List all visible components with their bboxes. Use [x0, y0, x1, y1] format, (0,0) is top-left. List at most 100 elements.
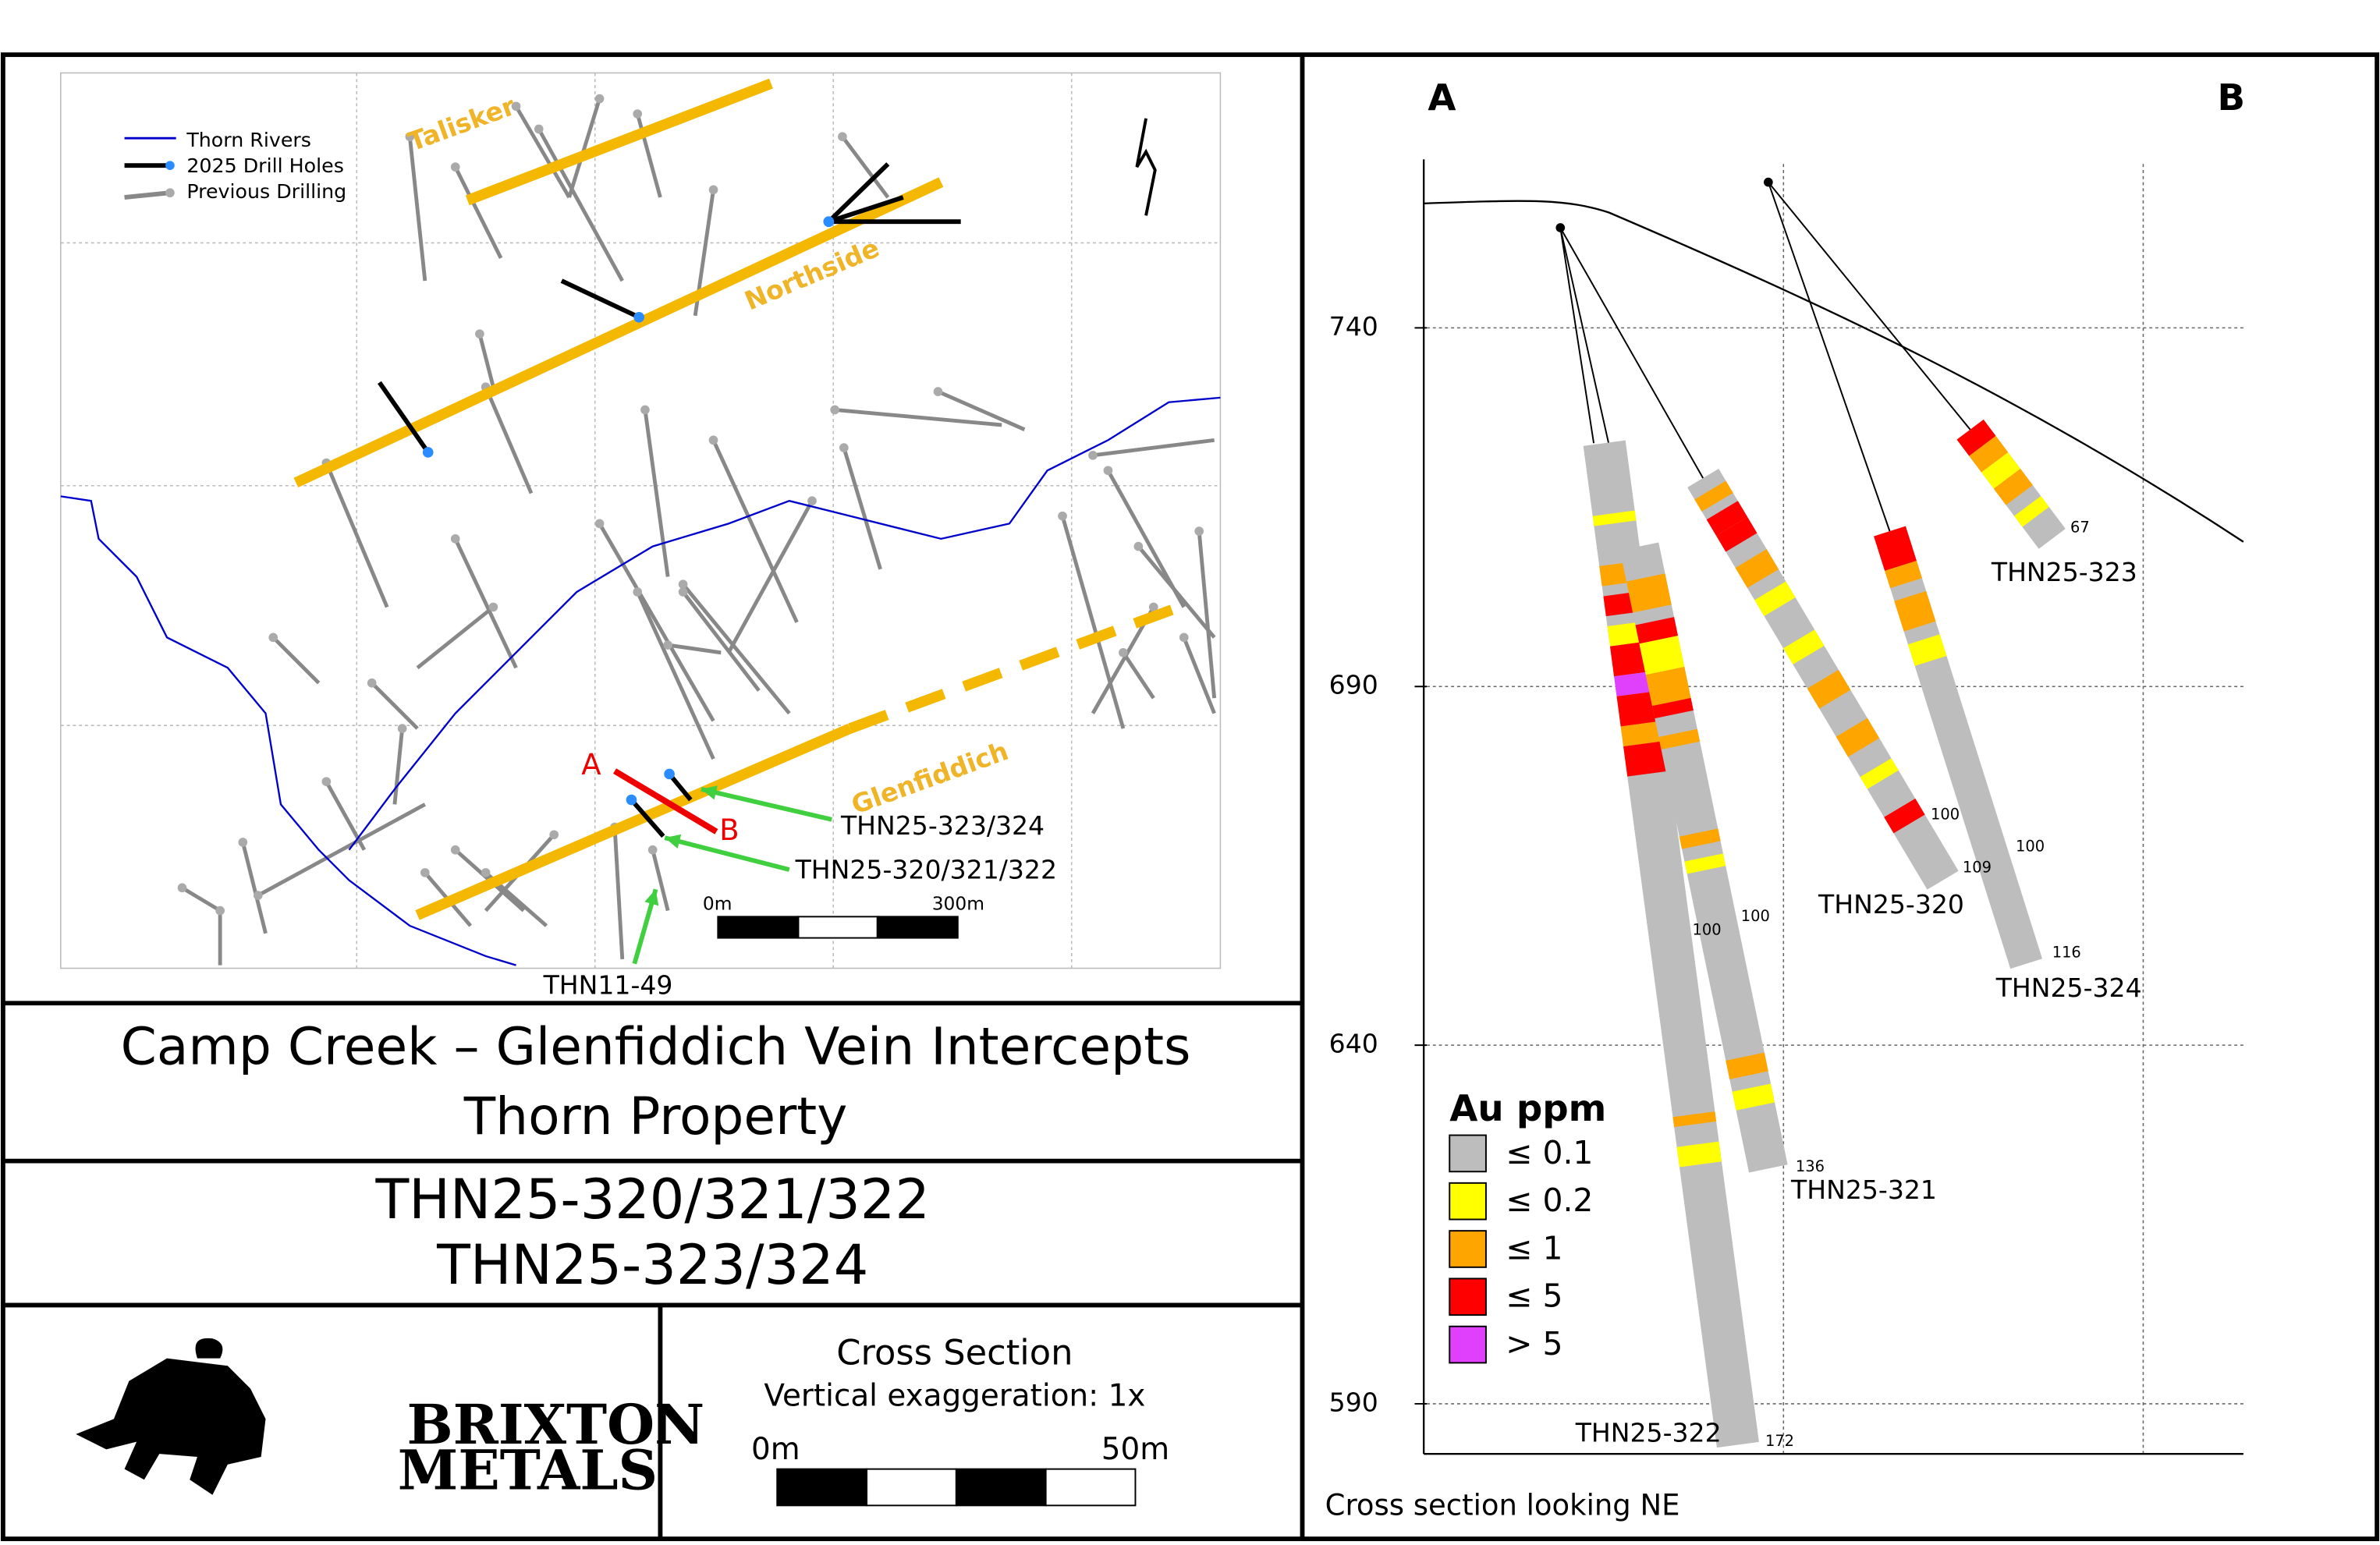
- previous-hole: [181, 886, 222, 912]
- drill-hole: [1619, 542, 1788, 1173]
- assay-interval: [1672, 1111, 1717, 1128]
- hole-collar: [1088, 450, 1098, 460]
- label: Thorn Rivers: [186, 129, 311, 151]
- previous-hole: [392, 728, 405, 805]
- label: > 5: [1506, 1325, 1562, 1363]
- hole-collar: [549, 830, 559, 840]
- previous-hole: [325, 462, 389, 608]
- previous-hole: [484, 386, 534, 494]
- label: Glenfiddich: [847, 735, 1012, 820]
- previous-hole: [407, 136, 427, 282]
- arrow-head: [701, 785, 718, 800]
- hole-collar: [450, 534, 460, 544]
- line: [701, 787, 832, 822]
- label: THN25-320: [1818, 889, 1964, 920]
- hole-collar: [807, 496, 817, 506]
- label: 0m: [703, 892, 732, 914]
- y-tick-label: 640: [1329, 1029, 1378, 1059]
- assay-interval: [1684, 853, 1726, 874]
- hole-collar: [678, 587, 688, 597]
- label: 109: [1963, 859, 1992, 877]
- line: [630, 798, 665, 838]
- assay-interval: [1732, 1083, 1775, 1111]
- hole-collar: [450, 162, 460, 172]
- legend-swatch: [1449, 1182, 1487, 1221]
- assay-interval: [1658, 728, 1701, 749]
- label: ≤ 1: [1506, 1229, 1562, 1267]
- hole-collar: [405, 132, 415, 142]
- hole-collar: [1179, 633, 1189, 643]
- label: ≤ 5: [1506, 1277, 1562, 1315]
- line: [664, 835, 790, 872]
- previous-hole: [643, 409, 670, 577]
- new-collar: [633, 311, 644, 323]
- label: A: [581, 748, 601, 781]
- assay-interval: [1860, 758, 1899, 789]
- hole-collar: [647, 845, 658, 855]
- label: A: [1428, 77, 1456, 119]
- hole-collar: [1119, 647, 1128, 657]
- assay-interval: [1639, 636, 1685, 675]
- new-collar: [422, 447, 434, 458]
- previous-hole: [842, 447, 882, 570]
- hole-collar: [708, 435, 718, 445]
- assay-interval: [1885, 561, 1922, 589]
- line: [124, 190, 171, 200]
- line: [1768, 181, 1971, 431]
- previous-hole: [726, 500, 814, 654]
- assay-interval: [1592, 510, 1637, 526]
- hole-collar: [830, 405, 840, 415]
- legend-swatch: [1449, 1325, 1487, 1364]
- label: 100: [1741, 907, 1770, 925]
- assay-interval: [1735, 549, 1779, 588]
- label: Cross section looking NE: [1325, 1489, 1680, 1522]
- frame: [0, 52, 2380, 1542]
- previous-hole: [635, 113, 662, 198]
- scale-seg: [866, 1468, 957, 1507]
- previous-hole: [598, 523, 715, 722]
- drill-hole: [1874, 526, 2043, 969]
- label: 50m: [1101, 1432, 1169, 1467]
- assay-interval: [1626, 573, 1672, 613]
- hole-collar: [488, 602, 498, 612]
- assay-interval: [1894, 590, 1936, 632]
- hole-collar: [640, 405, 650, 415]
- previous-hole: [416, 605, 495, 670]
- previous-hole: [1197, 530, 1217, 699]
- new-collar: [664, 768, 675, 780]
- label: B: [2218, 77, 2246, 119]
- hole-collar: [633, 109, 643, 119]
- label: 2025 Drill Holes: [186, 154, 344, 177]
- previous-hole: [1092, 438, 1215, 458]
- label: ≤ 0.2: [1506, 1182, 1593, 1219]
- previous-hole: [537, 128, 624, 282]
- assay-interval: [1676, 1141, 1722, 1168]
- label: 172: [1765, 1432, 1794, 1450]
- previous-hole: [1137, 545, 1216, 639]
- assay-interval: [1783, 629, 1825, 664]
- map-frame: [60, 72, 1222, 969]
- line: [1767, 182, 1891, 532]
- previous-hole: [370, 681, 419, 730]
- hole-collar: [1194, 526, 1204, 536]
- hole-collar: [177, 883, 187, 893]
- y-tick-label: 590: [1329, 1387, 1378, 1417]
- assay-interval: [1652, 697, 1694, 719]
- previous-hole: [681, 583, 791, 715]
- label: 116: [2052, 944, 2081, 962]
- assay-interval: [2014, 495, 2049, 527]
- y-tick-label: 740: [1329, 311, 1378, 342]
- assay-interval: [1754, 581, 1796, 616]
- river: [60, 495, 516, 966]
- hole-collar: [594, 94, 605, 104]
- previous-hole: [453, 166, 503, 259]
- hole-collar: [534, 124, 544, 134]
- label: Previous Drilling: [186, 180, 346, 203]
- arrow-head: [665, 834, 682, 849]
- y-tick-label: 690: [1329, 670, 1378, 700]
- previous-hole: [240, 842, 268, 934]
- previous-hole: [514, 105, 571, 199]
- assay-interval: [1907, 634, 1947, 666]
